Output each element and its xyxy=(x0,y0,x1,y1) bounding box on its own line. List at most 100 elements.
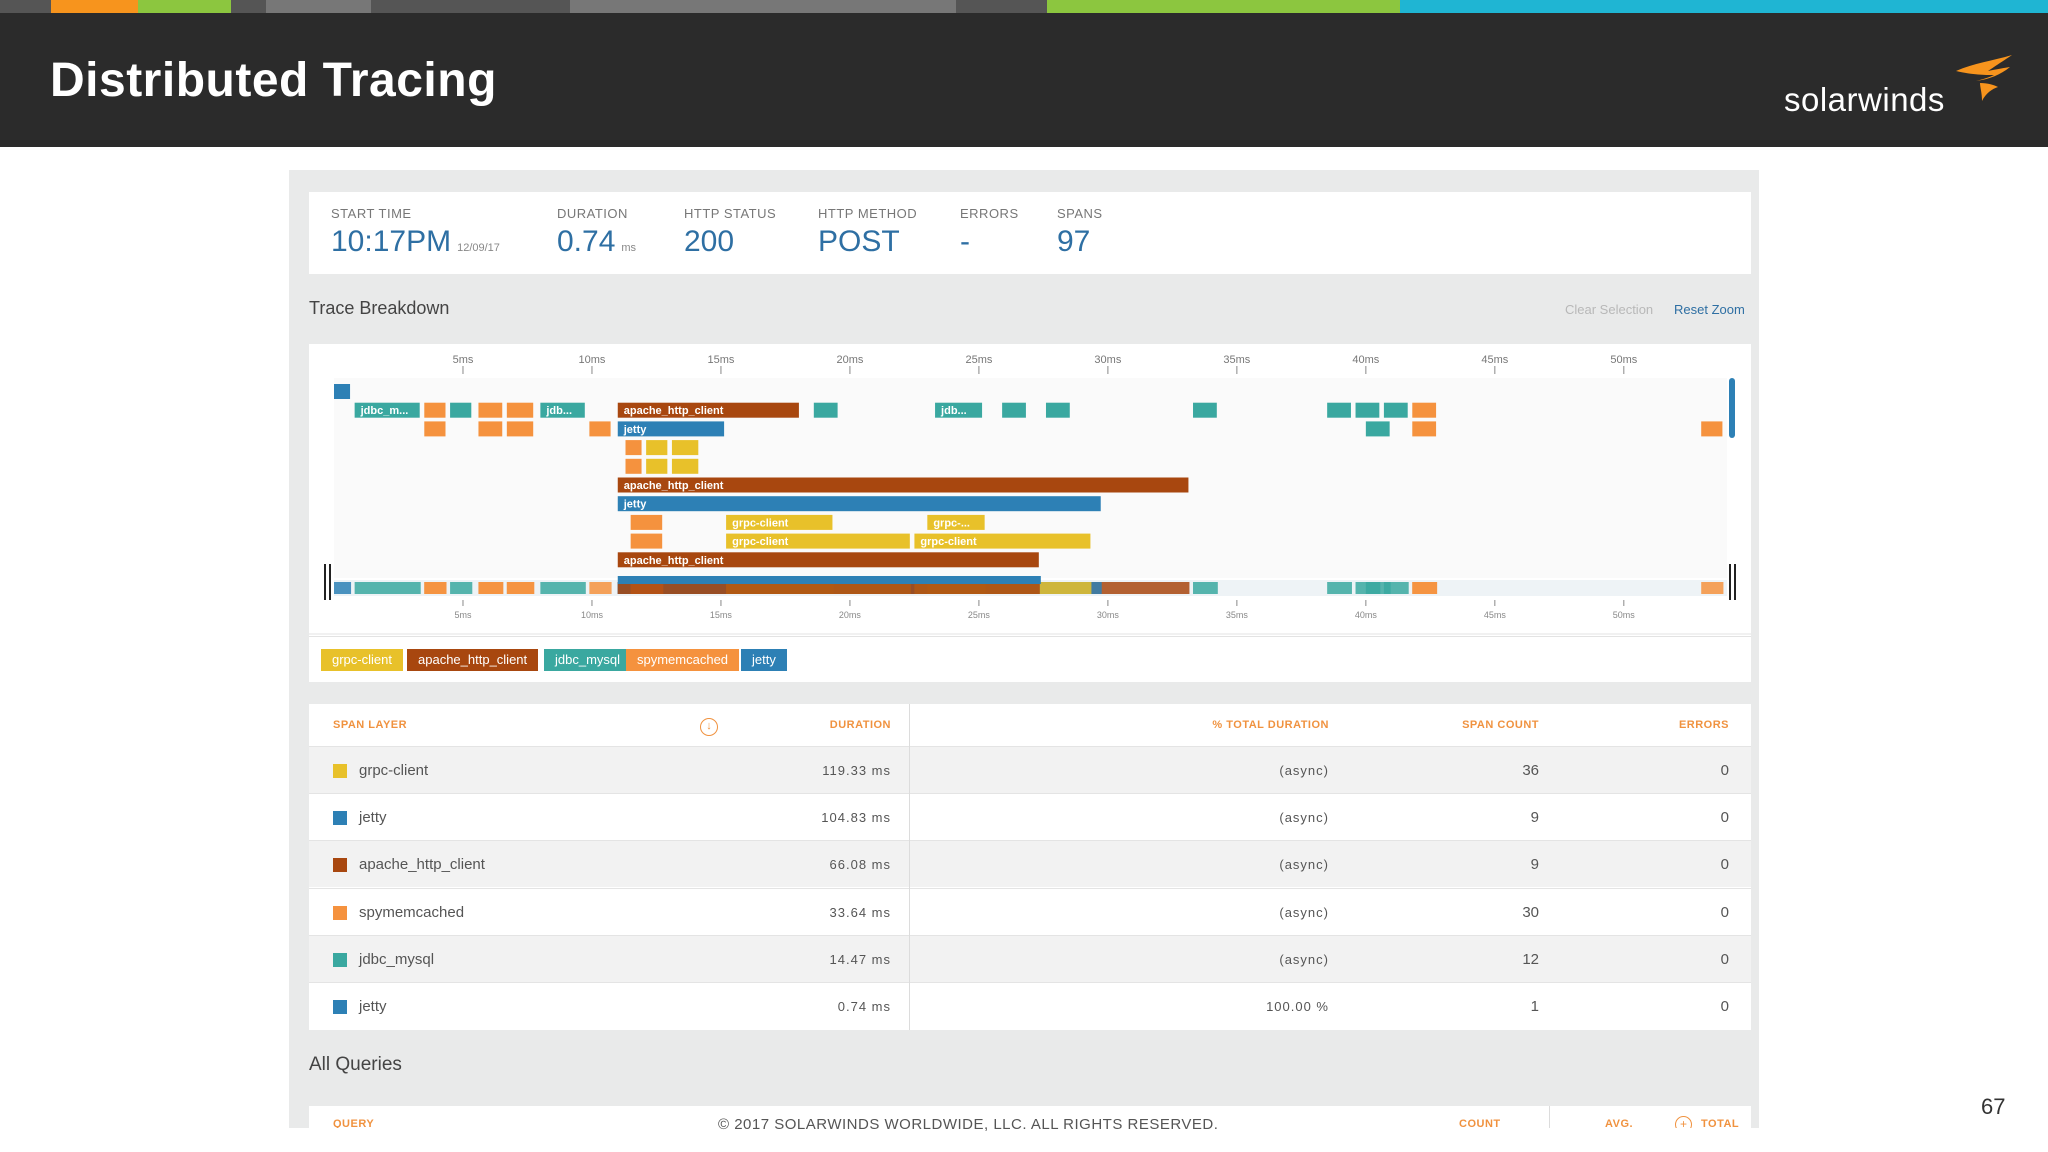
span-bar-label: apache_http_client xyxy=(624,480,724,492)
layer-color-swatch xyxy=(333,811,347,826)
span-bar-label: grpc-client xyxy=(732,517,789,529)
top-tick-label: 40ms xyxy=(1352,354,1379,366)
errors-header[interactable]: ERRORS xyxy=(1678,719,1729,731)
query-header[interactable]: QUERY xyxy=(333,1118,375,1128)
span-count-header[interactable]: SPAN COUNT xyxy=(1462,719,1539,731)
sort-down-icon[interactable]: ↓ xyxy=(700,718,718,736)
duration-value: 0.74 ms xyxy=(557,225,636,259)
layer-duration: 66.08 ms xyxy=(829,857,891,873)
strip-segment xyxy=(266,0,371,13)
minimap-span xyxy=(1412,582,1438,594)
total-header[interactable]: TOTAL xyxy=(1701,1118,1740,1128)
layer-duration: 33.64 ms xyxy=(829,904,891,920)
trace-waterfall-chart[interactable]: 5ms 5ms 10ms 10ms 15ms 15ms 20ms 20ms 25ms 25ms 30… xyxy=(309,344,1751,636)
span-bar-spymemcached xyxy=(1412,421,1437,437)
waterfall-svg: 5ms 5ms 10ms 10ms 15ms 15ms 20ms 20ms 25ms 25ms 30… xyxy=(309,354,1751,635)
zoom-handle-right-icon xyxy=(1729,378,1735,438)
layer-errors: 0 xyxy=(1720,998,1729,1015)
legend-item[interactable]: jdbc_mysql xyxy=(544,649,632,671)
span-layer-row[interactable]: grpc-client 119.33 ms (async) 36 0 xyxy=(309,746,1751,793)
layer-errors: 0 xyxy=(1720,856,1729,874)
reset-zoom-link[interactable]: Reset Zoom xyxy=(1674,302,1745,317)
span-bar-jdbc-mysql xyxy=(450,402,472,418)
span-bar-spymemcached xyxy=(424,421,446,437)
legend-item[interactable]: jetty xyxy=(741,649,787,671)
top-tick-label: 25ms xyxy=(965,354,992,366)
span-layer-row[interactable]: apache_http_client 66.08 ms (async) 9 0 xyxy=(309,840,1751,888)
legend-item[interactable]: spymemcached xyxy=(626,649,740,671)
legend-item[interactable]: grpc-client xyxy=(321,649,403,671)
count-header[interactable]: COUNT xyxy=(1459,1118,1501,1128)
bottom-tick-label: 30ms xyxy=(1097,610,1120,620)
minimap-span xyxy=(589,582,612,594)
strip-segment xyxy=(370,0,570,13)
span-bar-spymemcached xyxy=(630,533,663,549)
span-bar-grpc-client xyxy=(726,514,833,530)
clear-selection-link[interactable]: Clear Selection xyxy=(1565,302,1654,317)
duration-header[interactable]: DURATION xyxy=(829,719,891,731)
span-bar-label: jdb... xyxy=(545,405,572,417)
layer-pct-total: (async) xyxy=(1279,763,1329,778)
strip-segment xyxy=(137,0,231,13)
minimap-span xyxy=(617,582,1040,594)
span-bar-grpc-client xyxy=(646,458,668,474)
span-bar-spymemcached xyxy=(625,458,642,474)
span-layer-row[interactable]: jdbc_mysql 14.47 ms (async) 12 0 xyxy=(309,934,1751,982)
strip-segment xyxy=(51,0,138,13)
errors-value: - xyxy=(960,225,970,258)
layer-duration: 104.83 ms xyxy=(821,810,891,826)
span-bar-jdbc-mysql xyxy=(1193,402,1217,418)
column-divider xyxy=(909,704,910,1030)
firebird-logo-icon xyxy=(1956,55,2012,101)
span-layer-header[interactable]: SPAN LAYER xyxy=(333,719,408,731)
http-method-value: POST xyxy=(818,225,900,258)
appoptics-trace-panel: START TIME 10:17PM 12/09/17 DURATION 0.74… xyxy=(289,170,1759,1128)
layer-duration: 0.74 ms xyxy=(837,999,891,1014)
span-bar-grpc-client xyxy=(646,440,668,456)
span-bar-label: jetty xyxy=(623,499,648,511)
http-status-value: 200 xyxy=(684,225,735,258)
span-bar-jetty xyxy=(617,421,725,437)
page-number: 67 xyxy=(1981,1094,2006,1119)
span-bar-jdbc-mysql xyxy=(1383,402,1408,418)
slide-title: Distributed Tracing xyxy=(50,54,497,107)
top-tick-label: 15ms xyxy=(707,354,734,366)
start-date-text: 12/09/17 xyxy=(457,242,500,254)
http-method-stat: HTTP METHOD POST xyxy=(818,206,917,259)
span-bar-spymemcached xyxy=(424,402,446,418)
minimap-span xyxy=(334,582,352,594)
layer-errors: 0 xyxy=(1720,762,1729,779)
layer-pct-total: (async) xyxy=(1279,951,1329,967)
minimap-span xyxy=(478,582,504,594)
avg-header[interactable]: AVG. xyxy=(1605,1118,1634,1128)
top-tick-label: 20ms xyxy=(836,354,863,366)
span-layer-legend: grpc-client apache_http_client jdbc_mysql s… xyxy=(309,636,1751,682)
span-bar-spymemcached xyxy=(506,402,534,418)
solarwinds-logo: solarwinds xyxy=(1784,53,2024,133)
span-bar-apache-http-client xyxy=(617,402,799,418)
span-bar-label: apache_http_client xyxy=(624,555,724,567)
span-layer-row[interactable]: jetty 0.74 ms 100.00 % 1 0 xyxy=(309,982,1751,1029)
span-layer-row[interactable]: jetty 104.83 ms (async) 9 0 xyxy=(309,793,1751,840)
layer-color-swatch xyxy=(333,905,347,920)
pct-total-header[interactable]: % TOTAL DURATION xyxy=(1212,719,1329,731)
errors-stat: ERRORS - xyxy=(960,206,1019,259)
span-bar-label: grpc-client xyxy=(732,536,789,548)
span-layer-row[interactable]: spymemcached 33.64 ms (async) 30 0 xyxy=(309,887,1751,935)
strip-segment xyxy=(956,0,1047,13)
span-bar-jdbc-mysql xyxy=(354,402,420,418)
span-bar-jdbc-mysql xyxy=(1045,402,1070,418)
layer-color-swatch xyxy=(333,764,347,778)
layer-pct-total: (async) xyxy=(1279,904,1329,920)
trace-summary: START TIME 10:17PM 12/09/17 DURATION 0.74… xyxy=(309,192,1751,274)
layer-errors: 0 xyxy=(1720,950,1729,968)
layer-errors: 0 xyxy=(1720,809,1729,827)
minimap-span xyxy=(450,582,473,594)
legend-item[interactable]: apache_http_client xyxy=(407,649,539,671)
span-bar-spymemcached xyxy=(478,421,503,437)
layer-name: apache_http_client xyxy=(359,856,485,874)
layer-name: grpc-client xyxy=(359,762,429,779)
add-circle-icon[interactable]: + xyxy=(1675,1116,1692,1128)
span-bar-spymemcached xyxy=(478,402,503,418)
strip-segment xyxy=(1046,0,1400,13)
